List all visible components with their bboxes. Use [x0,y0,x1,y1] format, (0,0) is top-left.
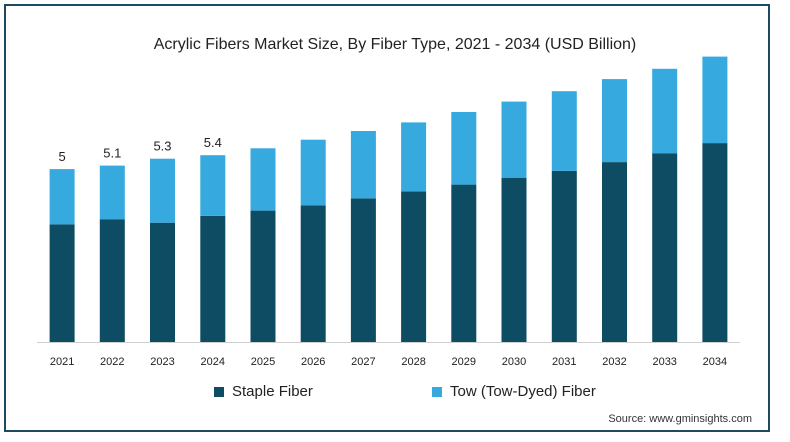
x-tick-label-2027: 2027 [351,356,375,368]
bar-staple-2026 [300,205,326,342]
x-tick-label-2031: 2031 [552,356,576,368]
x-tick-label-2030: 2030 [502,356,526,368]
bar-tow-2025 [250,148,276,211]
bar-staple-2025 [250,210,276,342]
bar-staple-2032 [602,162,627,342]
bar-tow-2034 [702,56,728,144]
bar-staple-2030 [501,177,527,342]
legend-item-staple-fiber: Staple Fiber [214,383,313,400]
bar-staple-2029 [451,184,477,342]
bar-staple-2027 [350,198,376,342]
bar-staple-2028 [401,191,427,342]
bar-tow-2031 [551,91,577,171]
bar-staple-2024 [200,215,226,342]
bar-tow-2027 [350,131,376,199]
bar-tow-2033 [652,68,678,154]
x-tick-label-2028: 2028 [401,356,425,368]
x-tick-label-2029: 2029 [452,356,476,368]
x-tick-label-2034: 2034 [703,356,727,368]
x-tick-label-2032: 2032 [602,356,626,368]
bar-tow-2032 [602,79,627,163]
bar-tow-2026 [300,139,326,206]
data-label-2021: 5 [58,149,65,164]
bar-staple-2021 [49,224,75,342]
chart-title: Acrylic Fibers Market Size, By Fiber Typ… [153,36,637,53]
bar-tow-2029 [451,112,477,185]
source-note: Source: www.gminsights.com [608,413,752,425]
x-tick-label-2021: 2021 [50,356,74,368]
data-label-2024: 5.4 [204,135,222,150]
bar-tow-2028 [401,122,427,192]
data-label-2022: 5.1 [103,146,121,161]
bar-tow-2022 [99,165,125,220]
chart-frame [4,4,770,432]
bar-tow-2021 [49,169,75,225]
x-tick-label-2026: 2026 [301,356,325,368]
x-tick-label-2022: 2022 [100,356,124,368]
x-tick-label-2024: 2024 [201,356,225,368]
chart-legend: Staple Fiber Tow (Tow-Dyed) Fiber [0,383,790,407]
bar-staple-2023 [150,222,175,342]
x-tick-label-2025: 2025 [251,356,275,368]
legend-item-tow-fiber: Tow (Tow-Dyed) Fiber [432,383,596,400]
bar-tow-2024 [200,155,226,216]
legend-swatch-staple-fiber [214,386,224,397]
x-tick-label-2033: 2033 [652,356,676,368]
bar-staple-2033 [652,153,678,342]
bar-staple-2034 [702,143,728,342]
x-tick-label-2023: 2023 [150,356,174,368]
legend-label-staple-fiber: Staple Fiber [232,383,313,400]
legend-label-tow-fiber: Tow (Tow-Dyed) Fiber [450,383,596,400]
bar-tow-2023 [150,158,175,223]
data-label-2023: 5.3 [153,139,171,154]
legend-swatch-tow-fiber [432,386,442,397]
bar-tow-2030 [501,101,527,178]
bar-staple-2031 [551,170,577,342]
bar-staple-2022 [99,219,125,342]
